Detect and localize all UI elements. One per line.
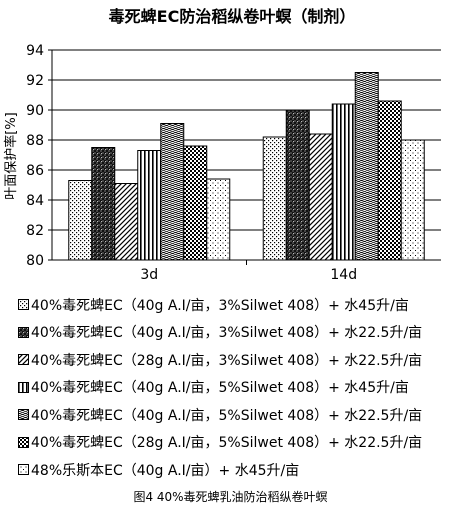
bar-3d-series-6	[183, 145, 208, 261]
legend-item: 48%乐斯本EC（40g A.I/亩）+ 水45升/亩	[18, 456, 458, 484]
y-tick-label: 92	[26, 73, 44, 89]
y-axis-label: 叶面保护率[%]	[3, 112, 19, 200]
legend-label: 40%毒死蜱EC（28g A.I/亩，5%Silwet 408）+ 水22.5升…	[31, 435, 423, 452]
legend-swatch	[18, 464, 29, 476]
bar-14d-series-4	[331, 103, 356, 261]
legend-item: 40%毒死蜱EC（28g A.I/亩，5%Silwet 408）+ 水22.5升…	[18, 429, 458, 457]
x-tick-label: 3d	[140, 267, 158, 283]
legend-item: 40%毒死蜱EC（28g A.I/亩，3%Silwet 408）+ 水22.5升…	[18, 346, 458, 374]
bar-14d-series-1	[262, 136, 287, 261]
y-axis-ticks: 80 82 84 86 88 90 92 94	[26, 43, 52, 269]
y-tick-label: 82	[26, 223, 44, 239]
legend-item: 40%毒死蜱EC（40g A.I/亩，3%Silwet 408）+ 水22.5升…	[18, 319, 458, 347]
legend-label: 40%毒死蜱EC（40g A.I/亩，5%Silwet 408）+ 水22.5升…	[31, 407, 423, 424]
bar-3d-series-3	[114, 183, 139, 261]
bar-14d-series-2	[285, 109, 310, 261]
bar-3d-series-4	[137, 150, 162, 261]
legend-swatch	[18, 326, 29, 338]
bar-chart: 毒死蜱EC防治稻纵卷叶螟（制剂） 叶面保护率[%] 80 82 84 86 88 90 92…	[3, 7, 441, 283]
bar-3d-series-7	[206, 178, 231, 261]
bar-3d-series-1	[68, 180, 93, 261]
y-tick-label: 90	[26, 103, 44, 119]
legend-label: 40%毒死蜱EC（40g A.I/亩，3%Silwet 408）+ 水22.5升…	[31, 325, 423, 342]
legend-swatch	[18, 354, 29, 366]
legend-label: 40%毒死蜱EC（40g A.I/亩，3%Silwet 408）+ 水45升/亩	[31, 297, 409, 314]
bar-14d-series-7	[400, 139, 425, 261]
legend-swatch	[18, 299, 29, 311]
legend-swatch	[18, 436, 29, 448]
legend-swatch	[18, 381, 29, 393]
bar-14d-series-6	[377, 100, 402, 261]
x-axis-ticks: 3d 14d	[140, 260, 357, 283]
legend-label: 48%乐斯本EC（40g A.I/亩）+ 水45升/亩	[31, 462, 300, 479]
chart-legend: 40%毒死蜱EC（40g A.I/亩，3%Silwet 408）+ 水45升/亩…	[18, 291, 458, 484]
figure-caption: 图4 40%毒死蜱乳油防治稻纵卷叶螟	[133, 490, 328, 504]
bar-14d-series-3	[308, 133, 333, 261]
chart-title: 毒死蜱EC防治稻纵卷叶螟（制剂）	[109, 7, 356, 26]
bar-14d-series-5	[354, 72, 379, 261]
legend-swatch	[18, 409, 29, 421]
legend-label: 40%毒死蜱EC（28g A.I/亩，3%Silwet 408）+ 水22.5升…	[31, 352, 423, 369]
y-tick-label: 88	[26, 133, 44, 149]
legend-item: 40%毒死蜱EC（40g A.I/亩，5%Silwet 408）+ 水22.5升…	[18, 401, 458, 429]
legend-item: 40%毒死蜱EC（40g A.I/亩，5%Silwet 408）+ 水45升/亩	[18, 374, 458, 402]
bar-3d-series-2	[91, 147, 116, 261]
y-tick-label: 94	[26, 43, 44, 59]
y-tick-label: 84	[26, 193, 44, 209]
bar-series	[68, 72, 425, 261]
bar-3d-series-5	[160, 123, 185, 261]
legend-item: 40%毒死蜱EC（40g A.I/亩，3%Silwet 408）+ 水45升/亩	[18, 291, 458, 319]
axes	[51, 50, 441, 261]
legend-label: 40%毒死蜱EC（40g A.I/亩，5%Silwet 408）+ 水45升/亩	[31, 380, 409, 397]
y-tick-label: 80	[26, 253, 44, 269]
y-tick-label: 86	[26, 163, 44, 179]
x-tick-label: 14d	[330, 267, 357, 283]
